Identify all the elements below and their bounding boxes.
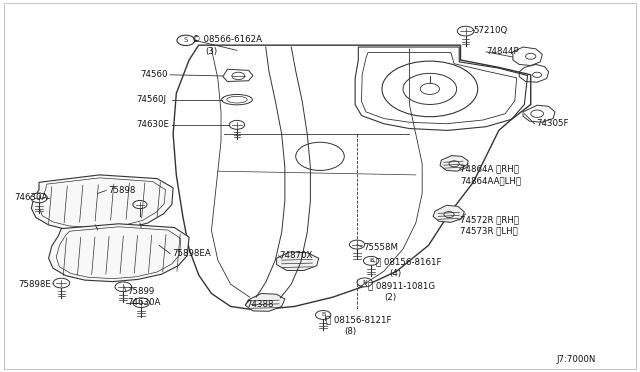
Text: 74870X: 74870X (280, 251, 313, 260)
Text: (3): (3) (205, 47, 217, 56)
Text: Ⓑ 08156-8161F: Ⓑ 08156-8161F (376, 257, 442, 266)
Text: 74560: 74560 (140, 70, 168, 79)
Text: 74630A: 74630A (127, 298, 161, 307)
Text: 75898EA: 75898EA (172, 249, 211, 258)
Polygon shape (433, 205, 465, 222)
Text: 74630E: 74630E (136, 121, 169, 129)
Text: 74572R 〈RH〉: 74572R 〈RH〉 (461, 216, 520, 225)
Text: B: B (321, 312, 325, 317)
Text: 74560J: 74560J (136, 95, 166, 104)
Circle shape (364, 256, 379, 265)
Circle shape (31, 193, 47, 203)
Circle shape (115, 282, 132, 292)
Text: 74844P: 74844P (486, 47, 518, 56)
Circle shape (316, 311, 331, 320)
Text: Ⓑ 08156-8121F: Ⓑ 08156-8121F (326, 316, 392, 325)
Text: 74305F: 74305F (536, 119, 568, 128)
Text: (2): (2) (384, 293, 396, 302)
Polygon shape (31, 175, 173, 231)
Text: 75898E: 75898E (19, 280, 51, 289)
Text: 75558M: 75558M (364, 243, 399, 251)
Text: 74864AA〈LH〉: 74864AA〈LH〉 (461, 176, 522, 185)
Text: 74864A 〈RH〉: 74864A 〈RH〉 (461, 165, 520, 174)
Polygon shape (276, 252, 319, 270)
Polygon shape (245, 294, 285, 311)
Text: 74630A: 74630A (15, 193, 48, 202)
Polygon shape (49, 224, 189, 282)
Text: (8): (8) (344, 327, 356, 336)
Polygon shape (440, 155, 468, 171)
Circle shape (133, 298, 150, 308)
Text: B: B (369, 259, 373, 263)
Text: © 08566-6162A: © 08566-6162A (192, 35, 262, 44)
Text: (4): (4) (389, 269, 401, 278)
Text: 74573R 〈LH〉: 74573R 〈LH〉 (461, 227, 518, 236)
Text: 75898: 75898 (108, 186, 135, 195)
Text: Ⓝ 08911-1081G: Ⓝ 08911-1081G (368, 282, 435, 291)
Text: J7:7000N: J7:7000N (556, 355, 596, 364)
Text: 74388: 74388 (246, 300, 274, 309)
Circle shape (357, 278, 372, 287)
Circle shape (53, 278, 70, 288)
Text: S: S (184, 37, 188, 44)
Text: 75899: 75899 (127, 287, 154, 296)
Circle shape (458, 26, 474, 36)
Circle shape (133, 201, 147, 209)
Text: 57210Q: 57210Q (473, 26, 508, 35)
Text: N: N (362, 280, 367, 285)
Circle shape (229, 121, 244, 129)
Circle shape (349, 240, 365, 249)
